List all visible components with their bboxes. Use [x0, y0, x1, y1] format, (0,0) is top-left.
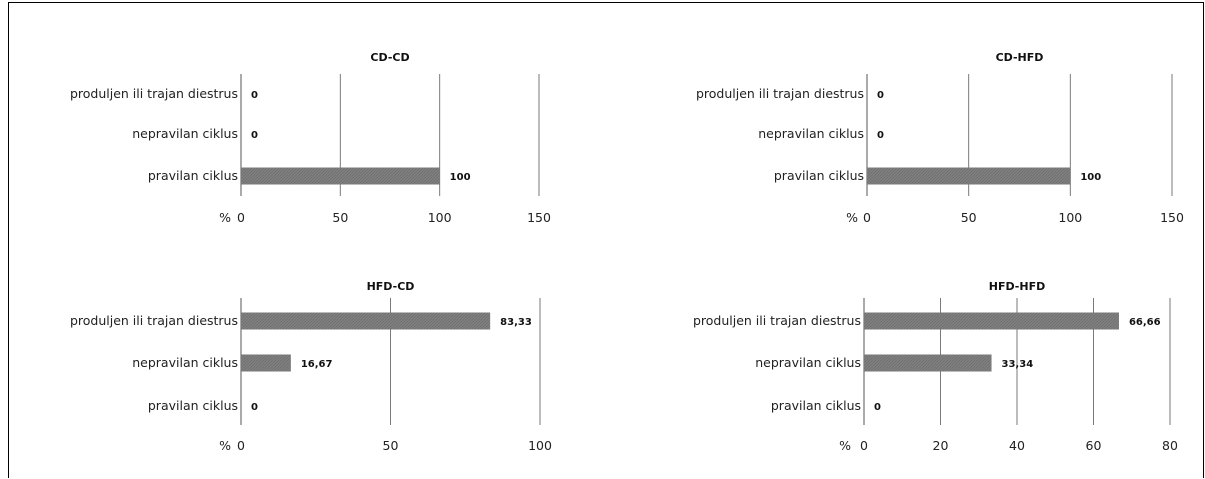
- data-label: 83,33: [500, 317, 532, 328]
- x-tick-label: 0: [237, 210, 245, 225]
- x-tick-label: 50: [332, 210, 348, 225]
- x-tick-label: 60: [1086, 438, 1102, 453]
- bar: [864, 354, 992, 372]
- data-label: 33,34: [1002, 359, 1034, 370]
- bar: [241, 354, 291, 372]
- data-label: 100: [1080, 172, 1101, 183]
- x-unit-label: %: [839, 438, 851, 453]
- bar: [241, 167, 440, 185]
- data-label: 0: [874, 402, 881, 413]
- data-label: 16,67: [301, 359, 333, 370]
- x-unit-label: %: [219, 210, 231, 225]
- chart-hfd-hfd: HFD-HFD produljen ili trajan diestrus 66,6…: [693, 280, 1178, 453]
- data-label: 100: [450, 172, 471, 183]
- x-unit-label: %: [846, 210, 858, 225]
- chart-title: CD-HFD: [996, 51, 1044, 64]
- x-tick-label: 20: [933, 438, 949, 453]
- x-tick-label: 100: [528, 438, 552, 453]
- category-label: produljen ili trajan diestrus: [696, 86, 864, 101]
- x-tick-label: 150: [1160, 210, 1184, 225]
- chart-title: HFD-HFD: [989, 280, 1045, 293]
- x-tick-label: 100: [428, 210, 452, 225]
- x-tick-label: 0: [860, 438, 868, 453]
- category-label: nepravilan ciklus: [132, 126, 238, 141]
- bar: [864, 312, 1119, 330]
- data-label: 66,66: [1129, 317, 1161, 328]
- category-label: produljen ili trajan diestrus: [70, 86, 238, 101]
- data-label: 0: [251, 90, 258, 101]
- chart-cd-cd: CD-CD produljen ili trajan diestrus 0 nepra…: [70, 51, 551, 225]
- category-label: pravilan ciklus: [771, 398, 861, 413]
- category-label: nepravilan ciklus: [758, 126, 864, 141]
- x-tick-label: 150: [527, 210, 551, 225]
- x-tick-label: 0: [237, 438, 245, 453]
- category-label: produljen ili trajan diestrus: [70, 313, 238, 328]
- data-label: 0: [877, 90, 884, 101]
- x-tick-label: 40: [1009, 438, 1025, 453]
- x-tick-label: 0: [863, 210, 871, 225]
- x-tick-label: 80: [1162, 438, 1178, 453]
- figure-frame: [8, 2, 1204, 478]
- data-label: 0: [251, 130, 258, 141]
- data-label: 0: [251, 402, 258, 413]
- category-label: pravilan ciklus: [148, 168, 238, 183]
- bar: [241, 312, 491, 330]
- bar: [867, 167, 1071, 185]
- category-label: produljen ili trajan diestrus: [693, 313, 861, 328]
- x-tick-label: 50: [961, 210, 977, 225]
- category-label: pravilan ciklus: [148, 398, 238, 413]
- chart-cd-hfd: CD-HFD produljen ili trajan diestrus 0 nepr…: [696, 51, 1184, 225]
- x-tick-label: 50: [383, 438, 399, 453]
- category-label: nepravilan ciklus: [755, 355, 861, 370]
- chart-title: HFD-CD: [367, 280, 415, 293]
- category-label: pravilan ciklus: [774, 168, 864, 183]
- x-unit-label: %: [219, 438, 231, 453]
- data-label: 0: [877, 130, 884, 141]
- chart-hfd-cd: HFD-CD produljen ili trajan diestrus 83,33…: [70, 280, 552, 453]
- category-label: nepravilan ciklus: [132, 355, 238, 370]
- x-tick-label: 100: [1058, 210, 1082, 225]
- chart-title: CD-CD: [370, 51, 409, 64]
